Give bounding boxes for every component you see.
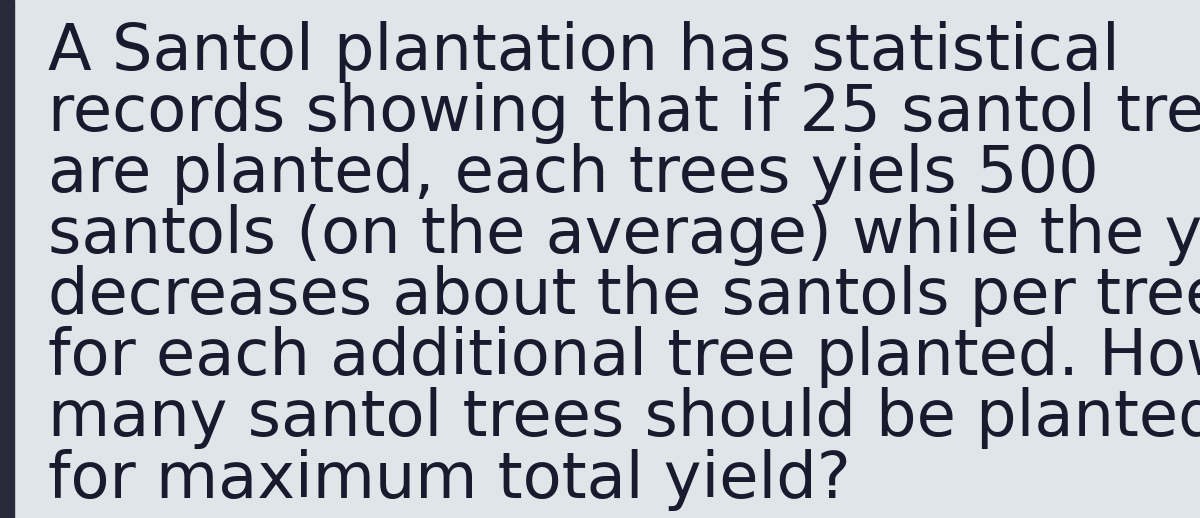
- Text: for each additional tree planted. How: for each additional tree planted. How: [48, 326, 1200, 388]
- Text: A Santol plantation has statistical: A Santol plantation has statistical: [48, 21, 1120, 83]
- Text: for maximum total yield?: for maximum total yield?: [48, 449, 851, 511]
- Text: decreases about the santols per tree: decreases about the santols per tree: [48, 265, 1200, 327]
- Text: santols (on the average) while the yield: santols (on the average) while the yield: [48, 204, 1200, 266]
- Text: are planted, each trees yiels 500: are planted, each trees yiels 500: [48, 143, 1099, 205]
- Bar: [0, 0, 14, 518]
- Text: records showing that if 25 santol trees: records showing that if 25 santol trees: [48, 82, 1200, 144]
- Text: many santol trees should be planted: many santol trees should be planted: [48, 387, 1200, 450]
